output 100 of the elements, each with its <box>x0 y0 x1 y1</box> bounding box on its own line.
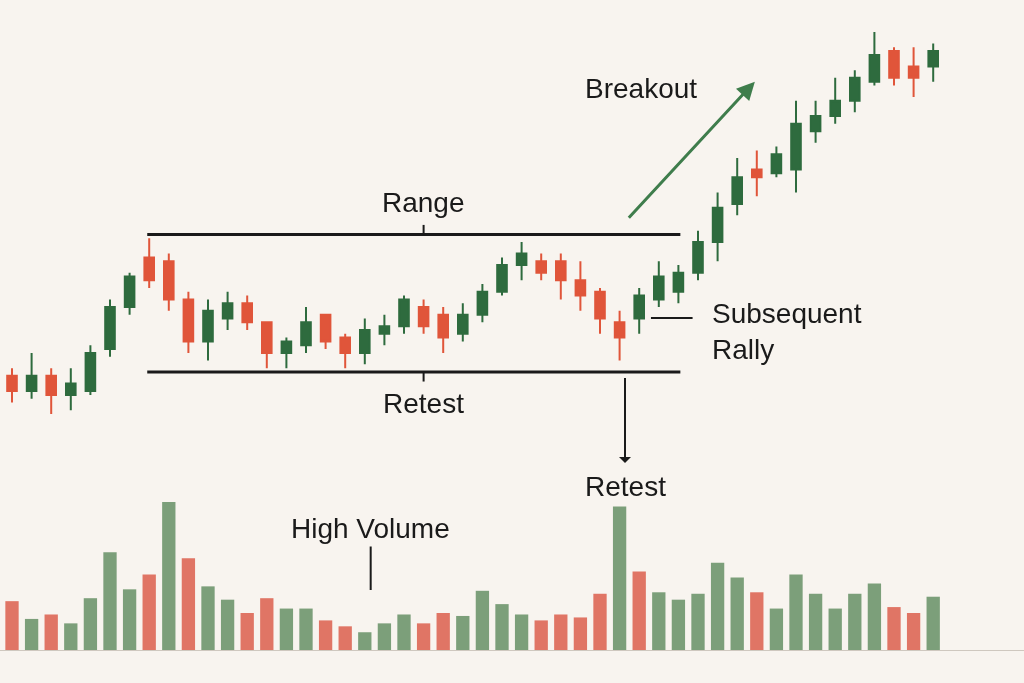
candlestick <box>182 290 195 354</box>
candlestick <box>65 367 77 412</box>
bar <box>5 601 19 650</box>
bar <box>710 562 725 650</box>
candlestick <box>829 76 841 125</box>
bar <box>867 583 882 650</box>
bar <box>436 613 450 650</box>
candlestick <box>437 306 449 354</box>
bar <box>122 589 137 650</box>
bar <box>318 620 333 650</box>
bar <box>299 608 313 650</box>
candlestick <box>280 336 293 370</box>
bar <box>240 613 254 650</box>
candlestick <box>849 69 861 114</box>
bar <box>926 596 940 650</box>
candlestick <box>790 99 802 194</box>
candlestick <box>751 149 763 198</box>
candlestick <box>163 252 175 312</box>
candlestick <box>594 286 606 335</box>
bar <box>44 614 58 650</box>
candlestick <box>633 286 645 335</box>
candlestick <box>221 290 234 331</box>
candlestick <box>515 241 528 282</box>
candlestick <box>417 298 430 335</box>
candlestick <box>378 313 391 347</box>
candlestick <box>6 367 18 404</box>
candlestick <box>496 256 508 297</box>
legend-label: Retest <box>383 388 465 419</box>
bar <box>181 558 196 650</box>
candlestick <box>692 229 704 282</box>
bar <box>162 502 176 650</box>
candlestick <box>613 309 626 362</box>
candlestick <box>711 191 724 263</box>
candlestick <box>555 252 567 301</box>
bar <box>769 608 784 650</box>
bar <box>377 623 392 650</box>
bar <box>416 623 431 650</box>
bar <box>573 617 588 650</box>
candlestick <box>261 321 273 370</box>
bar <box>83 598 98 650</box>
bar <box>397 614 411 650</box>
bar <box>848 593 862 650</box>
candlestick <box>241 294 253 331</box>
bar <box>220 599 235 650</box>
candlestick <box>476 283 489 324</box>
bar <box>593 593 607 650</box>
candlestick <box>143 237 155 289</box>
bar <box>671 599 686 650</box>
bar <box>24 618 39 650</box>
bar <box>514 614 529 650</box>
bar <box>279 608 294 650</box>
ref-line-label: Range <box>382 187 465 218</box>
candlestick <box>907 46 920 98</box>
candlestick <box>574 260 587 312</box>
bar <box>534 620 548 650</box>
bar <box>103 552 117 650</box>
candlestick <box>339 332 351 370</box>
bar <box>142 574 156 650</box>
bar <box>789 574 803 650</box>
bar <box>456 615 470 650</box>
bar <box>475 590 490 650</box>
bar <box>691 593 705 650</box>
candlestick <box>84 344 97 396</box>
bar <box>652 592 666 650</box>
candlestick <box>300 306 312 354</box>
bar <box>358 632 372 650</box>
candlestick <box>809 99 822 144</box>
bar <box>495 604 509 650</box>
candlestick <box>888 46 900 87</box>
bar <box>64 623 78 650</box>
annotation: Breakout <box>585 73 698 104</box>
bar <box>828 608 842 650</box>
candlestick <box>25 351 38 400</box>
candlestick <box>359 317 371 366</box>
bar <box>730 577 744 650</box>
annotation: High Volume <box>291 513 450 544</box>
candlestick <box>319 313 332 351</box>
bar <box>906 613 921 650</box>
candlestick <box>535 252 547 282</box>
annotation: Subsequent Rally <box>712 298 862 366</box>
candlestick <box>398 294 410 335</box>
candlestick <box>104 298 116 358</box>
candlestick <box>45 367 57 414</box>
bar <box>887 607 901 650</box>
bar <box>260 598 274 650</box>
candlestick <box>653 260 665 309</box>
candlestick <box>672 264 685 305</box>
candlestick <box>731 157 743 217</box>
candlestick <box>123 271 136 316</box>
candlestick <box>202 298 214 362</box>
bar <box>808 593 823 650</box>
bar <box>632 571 646 650</box>
bar <box>750 592 764 650</box>
candlestick <box>868 32 881 87</box>
bar <box>338 626 352 650</box>
candlestick <box>927 42 939 83</box>
bar <box>201 586 215 650</box>
bar <box>554 614 568 650</box>
bar <box>612 506 627 650</box>
annotation: Retest <box>585 471 667 502</box>
